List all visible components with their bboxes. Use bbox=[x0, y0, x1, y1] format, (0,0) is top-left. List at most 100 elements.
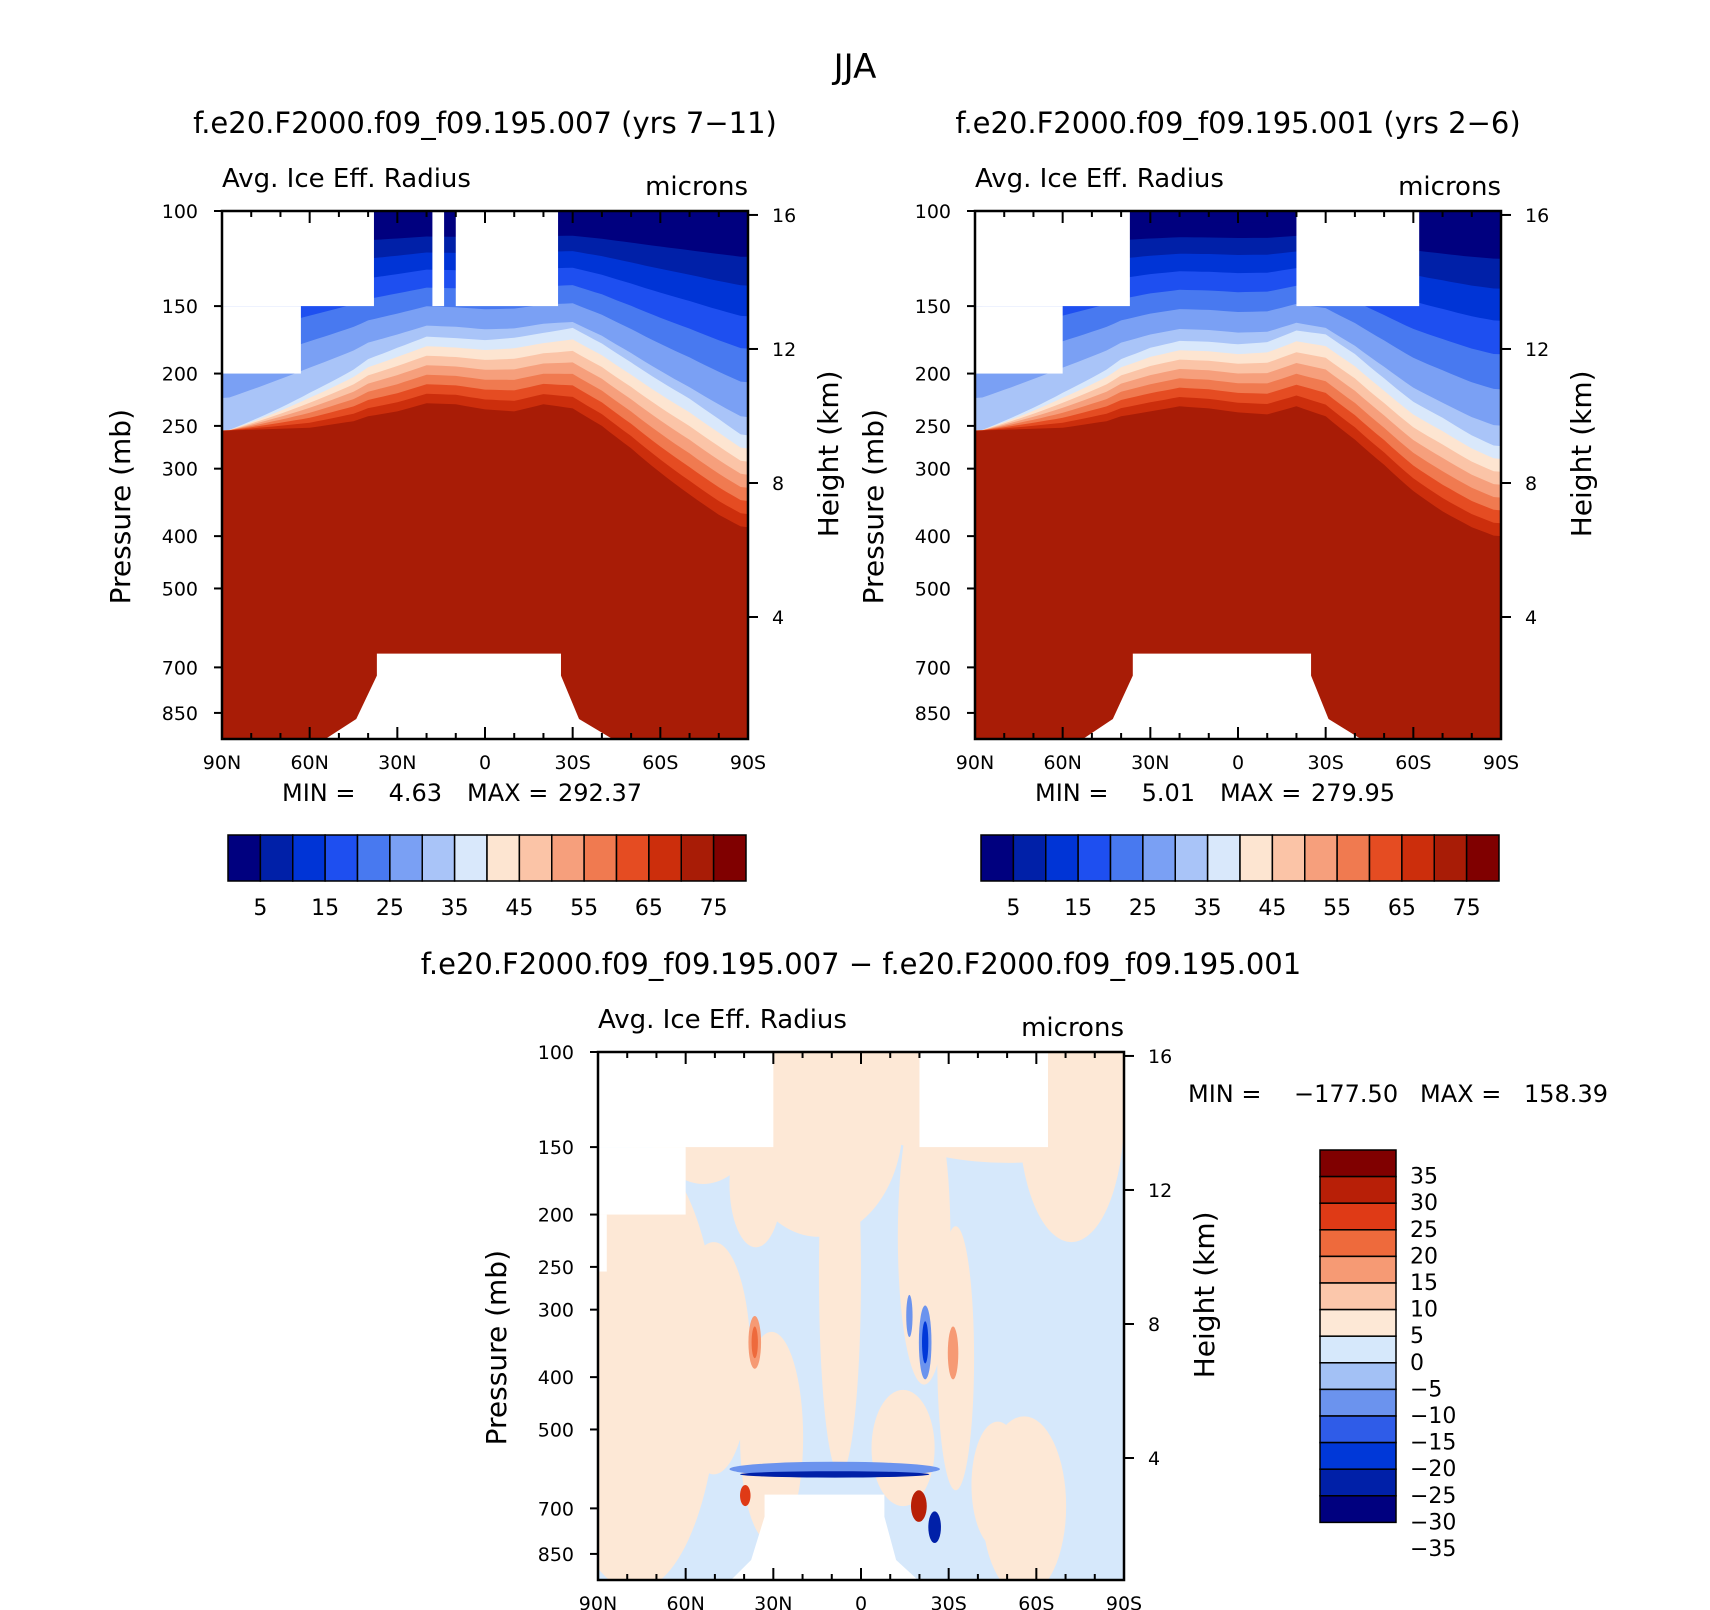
plot-area bbox=[975, 211, 1501, 739]
stat-min-label: MIN = bbox=[1188, 1080, 1261, 1108]
colorbar-label: 55 bbox=[570, 896, 598, 921]
colorbar-swatch bbox=[1304, 834, 1338, 882]
x-tick-label: 60S bbox=[1395, 752, 1431, 774]
x-tick-label: 30S bbox=[1308, 752, 1344, 774]
colorbar-label: −5 bbox=[1410, 1377, 1442, 1402]
missing-region bbox=[598, 1214, 607, 1272]
colorbar-label: 15 bbox=[311, 896, 339, 921]
y-tick-label: 500 bbox=[162, 578, 198, 600]
panel-title: f.e20.F2000.f09_f09.195.001 (yrs 2−6) bbox=[955, 106, 1520, 140]
colorbar-swatch bbox=[1142, 834, 1176, 882]
diff-feature bbox=[910, 1490, 927, 1522]
colorbar-label: −15 bbox=[1410, 1431, 1456, 1456]
y-tick-label: 700 bbox=[162, 657, 198, 679]
diff-feature bbox=[740, 1471, 930, 1478]
colorbar-swatch bbox=[1336, 834, 1371, 882]
colorbar-swatch bbox=[615, 834, 650, 882]
diff-positive-area bbox=[729, 1120, 783, 1248]
colorbar-label: 30 bbox=[1410, 1191, 1438, 1216]
colorbar-swatch bbox=[1319, 1335, 1397, 1364]
y-tick-label: 850 bbox=[915, 703, 951, 725]
stat-max-label: MAX = bbox=[1420, 1080, 1501, 1108]
y2-tick-label: 4 bbox=[772, 607, 784, 629]
y-tick-label: 200 bbox=[538, 1205, 574, 1227]
page-title: JJA bbox=[832, 47, 877, 87]
stat-max-value: 158.39 bbox=[1524, 1080, 1608, 1108]
colorbar-swatch bbox=[1319, 1229, 1397, 1258]
colorbar-swatch bbox=[453, 834, 488, 882]
colorbar-swatch bbox=[389, 834, 423, 882]
y-tick-label: 300 bbox=[538, 1300, 574, 1322]
diff-feature bbox=[922, 1321, 929, 1364]
colorbar-swatch bbox=[1077, 834, 1112, 882]
y2-tick-label: 8 bbox=[1148, 1314, 1160, 1336]
y-tick-label: 150 bbox=[162, 296, 198, 318]
colorbar-label: 45 bbox=[1258, 896, 1286, 921]
x-tick-label: 60N bbox=[290, 752, 328, 774]
colorbar-swatch bbox=[1401, 834, 1435, 882]
y-tick-label: 300 bbox=[915, 459, 951, 481]
y-tick-label: 100 bbox=[915, 201, 951, 223]
x-tick-label: 30N bbox=[1131, 752, 1169, 774]
colorbar-swatch bbox=[1368, 834, 1403, 882]
y-tick-label: 250 bbox=[538, 1257, 574, 1279]
colorbar-label: 55 bbox=[1323, 896, 1351, 921]
y2-tick-label: 4 bbox=[1148, 1448, 1160, 1470]
colorbar-swatch bbox=[1319, 1255, 1397, 1284]
y2-tick-label: 8 bbox=[1525, 473, 1537, 495]
diff-positive-area bbox=[871, 1389, 935, 1507]
x-tick-label: 90N bbox=[579, 1593, 617, 1610]
colorbar-swatch bbox=[1319, 1149, 1397, 1178]
y-tick-label: 200 bbox=[162, 364, 198, 386]
x-tick-label: 60N bbox=[666, 1593, 704, 1610]
colorbar-swatch bbox=[1319, 1468, 1397, 1497]
x-tick-label: 0 bbox=[1232, 752, 1244, 774]
colorbar-label: 75 bbox=[700, 896, 728, 921]
x-tick-label: 0 bbox=[479, 752, 491, 774]
diff-positive-area bbox=[676, 1242, 751, 1475]
y2-tick-label: 12 bbox=[1148, 1180, 1172, 1202]
stat-max-value: 292.37 bbox=[558, 779, 642, 807]
y-tick-label: 500 bbox=[538, 1419, 574, 1441]
y2-tick-label: 12 bbox=[772, 339, 796, 361]
y-tick-label: 150 bbox=[538, 1137, 574, 1159]
missing-region bbox=[222, 211, 374, 307]
colorbar-label: 25 bbox=[1410, 1218, 1438, 1243]
colorbar-swatch bbox=[227, 834, 262, 882]
colorbar-label: 75 bbox=[1453, 896, 1481, 921]
y-tick-label: 250 bbox=[162, 416, 198, 438]
x-tick-label: 30N bbox=[754, 1593, 792, 1610]
stat-min-value: 4.63 bbox=[389, 779, 442, 807]
colorbar-swatch bbox=[324, 834, 359, 882]
y2-tick-label: 16 bbox=[772, 205, 796, 227]
y-axis-label: Pressure (mb) bbox=[104, 409, 137, 604]
colorbar-swatch bbox=[1319, 1415, 1397, 1444]
colorbar-label: 0 bbox=[1410, 1351, 1424, 1376]
diff-positive-area bbox=[598, 1147, 719, 1580]
panel-units: microns bbox=[645, 172, 748, 202]
colorbar-swatch bbox=[486, 834, 521, 882]
y-tick-label: 400 bbox=[915, 526, 951, 548]
colorbar-swatch bbox=[1206, 834, 1241, 882]
panel-title: f.e20.F2000.f09_f09.195.007 − f.e20.F200… bbox=[421, 947, 1301, 981]
x-tick-label: 90N bbox=[203, 752, 241, 774]
colorbar-label: 45 bbox=[505, 896, 533, 921]
colorbar-swatch bbox=[1109, 834, 1144, 882]
diff-feature bbox=[947, 1326, 959, 1380]
colorbar-label: −20 bbox=[1410, 1457, 1456, 1482]
colorbar-swatch bbox=[1319, 1362, 1397, 1391]
colorbar-swatch bbox=[1465, 834, 1500, 882]
diff-feature bbox=[751, 1326, 758, 1359]
missing-topography bbox=[325, 653, 613, 739]
x-tick-label: 60S bbox=[642, 752, 678, 774]
y-tick-label: 850 bbox=[538, 1544, 574, 1566]
y2-tick-label: 16 bbox=[1525, 205, 1549, 227]
x-tick-label: 90S bbox=[1106, 1593, 1142, 1610]
colorbar-label: 15 bbox=[1064, 896, 1092, 921]
colorbar-swatch bbox=[1045, 834, 1079, 882]
y2-tick-label: 4 bbox=[1525, 607, 1537, 629]
colorbar-label: 20 bbox=[1410, 1244, 1438, 1269]
y2-axis-label: Height (km) bbox=[1565, 370, 1598, 537]
stat-min-value: −177.50 bbox=[1294, 1080, 1398, 1108]
